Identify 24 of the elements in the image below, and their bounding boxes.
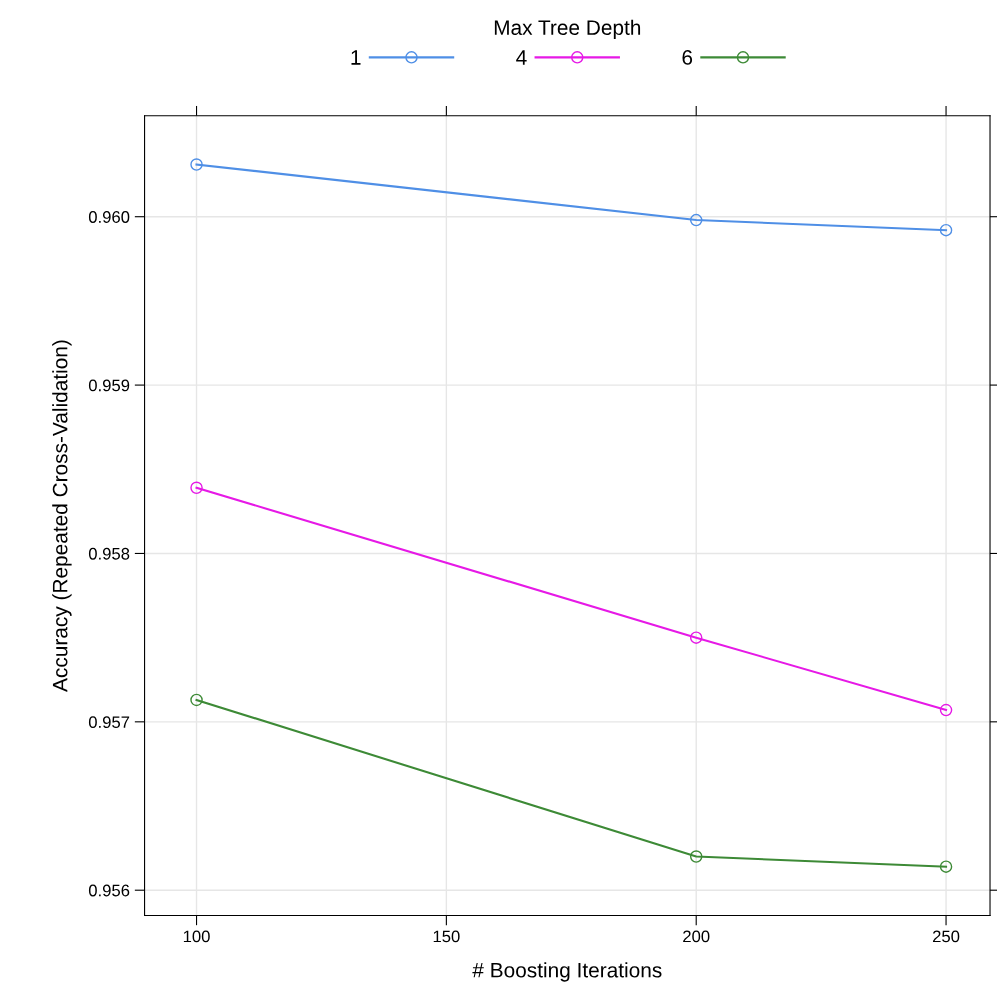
- point: [939, 223, 953, 237]
- y-tick-label: 0.959: [88, 379, 130, 392]
- x-tick-label: 100: [183, 930, 210, 943]
- x-tick-label: 150: [433, 930, 460, 943]
- legend-title: Max Tree Depth: [494, 19, 641, 40]
- x-axis-title: # Boosting Iterations: [472, 962, 662, 982]
- legend-label: 6: [682, 50, 693, 65]
- y-axis-title: Accuracy (Repeated Cross-Validation): [52, 340, 72, 692]
- point: [190, 158, 203, 171]
- point: [689, 850, 703, 863]
- point: [190, 693, 203, 707]
- y-tick-label: 0.958: [88, 547, 130, 560]
- legend-label: 4: [516, 50, 527, 65]
- legend-label: 1: [351, 50, 361, 65]
- point: [689, 213, 703, 227]
- point: [689, 631, 703, 644]
- y-tick-label: 0.956: [88, 884, 130, 897]
- x-tick-label: 250: [932, 930, 960, 943]
- point: [190, 481, 203, 495]
- y-tick-label: 0.960: [88, 211, 130, 223]
- x-tick-label: 200: [683, 930, 710, 943]
- y-tick-label: 0.957: [88, 716, 130, 729]
- point: [939, 860, 953, 873]
- point: [939, 703, 953, 717]
